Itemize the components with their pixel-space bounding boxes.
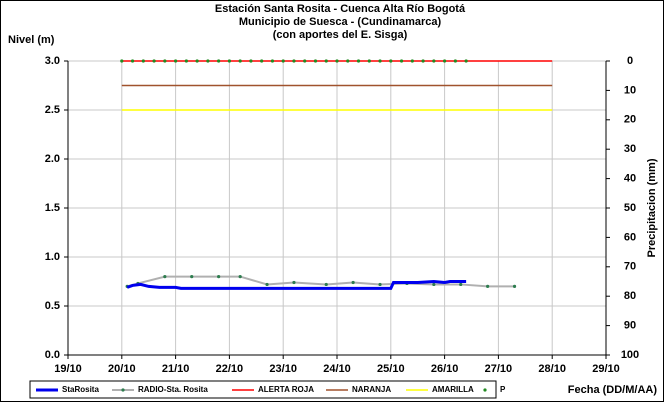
x-tick-label: 23/10 (269, 363, 297, 375)
point (421, 59, 425, 63)
legend-label: StaRosita (62, 385, 99, 394)
point (217, 59, 221, 63)
y-tick-label: 1.5 (45, 202, 60, 214)
x-tick-label: 28/10 (538, 363, 566, 375)
legend (29, 380, 497, 399)
y2-tick-label: 30 (624, 143, 636, 155)
y2-tick-label: 70 (624, 261, 636, 273)
point (292, 59, 296, 63)
chart-title: Municipio de Suesca - (Cundinamarca) (239, 16, 442, 28)
y-tick-label: 2.0 (45, 153, 60, 165)
point (281, 59, 285, 63)
y2-tick-label: 40 (624, 173, 636, 185)
point (163, 59, 167, 63)
x-axis-label: Fecha (DD/M/AA) (568, 384, 658, 396)
point (389, 59, 393, 63)
point (238, 275, 242, 279)
point (265, 282, 269, 287)
y-tick-label: 2.5 (45, 104, 60, 116)
y-axis-label: Nivel (m) (8, 34, 55, 46)
point (324, 59, 328, 63)
point (206, 59, 210, 63)
point (313, 59, 318, 63)
y2-tick-label: 100 (621, 349, 639, 361)
y2-axis-label: Precipitacion (mm) (646, 158, 658, 257)
y-tick-label: 3.0 (45, 55, 60, 67)
x-tick-label: 24/10 (323, 363, 351, 375)
point (163, 275, 167, 279)
point (335, 59, 339, 63)
point (174, 59, 178, 63)
point (378, 59, 382, 63)
y2-tick-label: 50 (624, 202, 636, 214)
point (512, 284, 517, 288)
point (432, 282, 436, 287)
y2-tick-label: 10 (624, 84, 636, 96)
y-tick-label: 0.5 (45, 300, 60, 312)
point (378, 282, 382, 287)
point (367, 59, 371, 63)
x-tick-label: 21/10 (162, 363, 190, 375)
point (432, 59, 436, 63)
y-tick-label: 1.0 (45, 251, 60, 263)
y2-tick-label: 60 (624, 231, 636, 243)
y2-tick-label: 80 (624, 290, 636, 302)
chart-title: (con aportes del E. Sisga) (273, 29, 408, 41)
legend-label: ALERTA ROJA (258, 385, 314, 394)
point (190, 275, 194, 279)
point (459, 282, 463, 287)
x-tick-label: 19/10 (54, 363, 82, 375)
point (152, 59, 156, 63)
y2-tick-label: 20 (624, 114, 636, 126)
point (464, 59, 468, 63)
legend-marker (121, 388, 125, 392)
legend-label: NARANJA (352, 385, 391, 394)
point (303, 59, 307, 63)
point (453, 59, 457, 63)
legend-label: P (500, 385, 506, 394)
legend-label: AMARILLA (432, 385, 474, 394)
point (195, 59, 199, 63)
legend-label: RADIO-Sta. Rosita (138, 385, 208, 394)
x-tick-label: 25/10 (377, 363, 405, 375)
point (130, 59, 135, 63)
point (270, 59, 275, 63)
point (486, 284, 490, 288)
point (356, 59, 361, 63)
point (260, 59, 264, 63)
x-tick-label: 29/10 (592, 363, 620, 375)
point (351, 280, 355, 285)
y-tick-label: 0.0 (45, 349, 60, 361)
point (238, 59, 242, 63)
point (410, 59, 414, 63)
x-tick-label: 27/10 (485, 363, 513, 375)
point (324, 282, 328, 287)
point (217, 275, 221, 279)
x-tick-label: 22/10 (216, 363, 244, 375)
point (249, 59, 253, 63)
y2-tick-label: 90 (624, 320, 636, 332)
point (399, 59, 404, 63)
point (227, 59, 231, 63)
point (292, 280, 296, 285)
series-line (126, 279, 467, 290)
point (443, 59, 447, 63)
point (120, 59, 124, 63)
point (141, 59, 145, 63)
y2-tick-label: 0 (627, 55, 633, 67)
x-tick-label: 26/10 (431, 363, 459, 375)
x-tick-label: 20/10 (108, 363, 136, 375)
point (346, 59, 350, 63)
series-line (126, 275, 515, 288)
legend-marker (483, 388, 487, 392)
chart-title: Estación Santa Rosita - Cuenca Alta Río … (215, 3, 466, 15)
point (184, 59, 188, 63)
